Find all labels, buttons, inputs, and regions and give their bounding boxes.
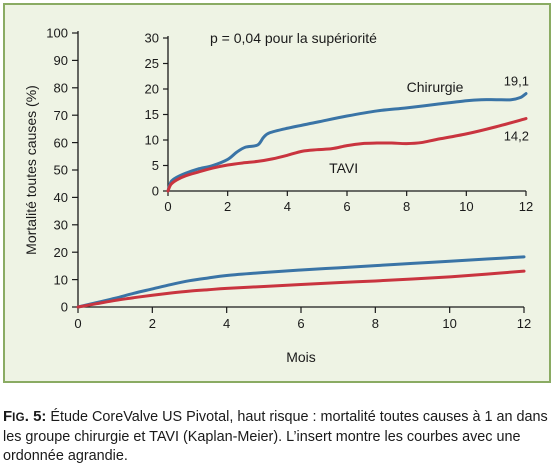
- main-x-tick-label: 6: [297, 316, 304, 331]
- main-x-axis-label: Mois: [286, 349, 316, 365]
- main-x-tick-label: 2: [149, 316, 156, 331]
- main-x-tick-label: 8: [372, 316, 379, 331]
- main-y-axis-label: Mortalité toutes causes (%): [23, 85, 39, 255]
- inset-label-tavi: TAVI: [329, 160, 358, 176]
- inset-x-tick-label: 4: [284, 199, 291, 214]
- inset-series-chirurgie: [166, 92, 528, 193]
- main-y-tick-label: 80: [54, 80, 68, 95]
- main-x-tick-label: 12: [517, 316, 531, 331]
- main-series-chirurgie: [76, 255, 526, 309]
- inset-x-tick-label: 12: [519, 199, 533, 214]
- inset-label-chirurgie: Chirurgie: [407, 79, 464, 95]
- main-y-tick-label: 50: [54, 163, 68, 178]
- inset-y-tick-label: 20: [145, 82, 159, 97]
- inset-y-tick-label: 10: [145, 133, 159, 148]
- caption-figure-label: FIG. 5:: [3, 408, 46, 425]
- inset-y-tick-label: 30: [145, 31, 159, 46]
- main-y-tick-label: 10: [54, 272, 68, 287]
- inset-plot: 0 5 10 15 20 25 30 0 2 4 6 8 10 12 p = 0,04 pour la su…: [145, 30, 534, 214]
- inset-x-tick-label: 0: [164, 199, 171, 214]
- inset-series-tavi: [166, 117, 528, 193]
- main-y-tick-label: 60: [54, 135, 68, 150]
- inset-x-tick-label: 6: [343, 199, 350, 214]
- inset-end-label-chirurgie: 19,1: [504, 74, 529, 89]
- figure-panel: [3, 3, 551, 383]
- inset-end-label-tavi: 14,2: [504, 129, 529, 144]
- inset-x-tick-label: 2: [224, 199, 231, 214]
- inset-y-tick-label: 0: [152, 184, 159, 199]
- inset-x-tick-label: 10: [459, 199, 473, 214]
- main-x-tick-label: 4: [223, 316, 230, 331]
- caption-text: Étude CoreValve US Pivotal, haut risque …: [3, 409, 548, 464]
- main-y-tick-label: 0: [61, 300, 68, 315]
- main-y-tick-label: 30: [54, 217, 68, 232]
- main-x-tick-label: 0: [74, 316, 81, 331]
- inset-y-tick-label: 15: [145, 107, 159, 122]
- main-x-tick-label: 10: [442, 316, 456, 331]
- main-y-tick-label: 90: [54, 53, 68, 68]
- inset-title: p = 0,04 pour la supériorité: [210, 30, 377, 46]
- inset-y-tick-label: 5: [152, 158, 159, 173]
- inset-x-tick-label: 8: [403, 199, 410, 214]
- main-y-tick-label: 40: [54, 190, 68, 205]
- figure-caption: FIG. 5: Étude CoreValve US Pivotal, haut…: [3, 407, 559, 466]
- main-y-tick-label: 100: [46, 26, 68, 41]
- caption-fig-word: FIG. 5: [3, 408, 42, 425]
- main-series-tavi: [76, 269, 526, 309]
- main-y-tick-label: 20: [54, 245, 68, 260]
- inset-y-tick-label: 25: [145, 56, 159, 71]
- caption-fig-sep: :: [41, 408, 47, 425]
- main-y-tick-label: 70: [54, 108, 68, 123]
